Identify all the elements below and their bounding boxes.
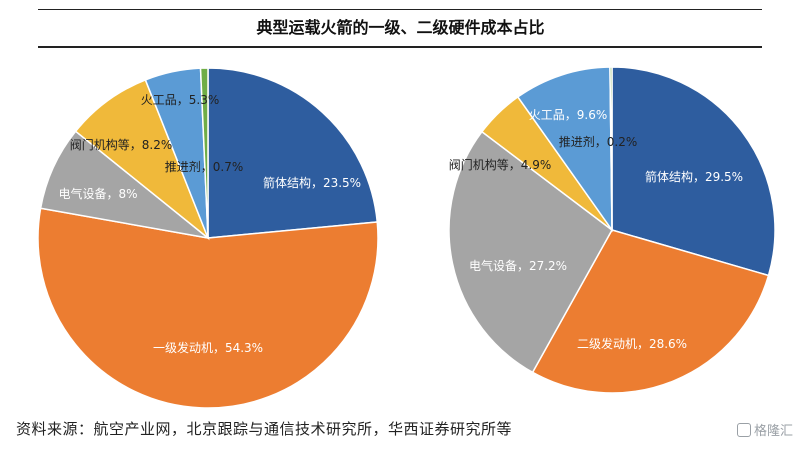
- pie1-slice-1: [207, 67, 379, 239]
- pie1-label-5: 火工品，5.3%: [141, 93, 220, 107]
- pie2-label-1: 箭体结构，29.5%: [645, 169, 743, 184]
- pie2-slice-5: [516, 66, 613, 233]
- watermark-text: 格隆汇: [753, 424, 793, 439]
- pie2-label-5: 火工品，9.6%: [529, 108, 608, 122]
- pie2-label-4: 阀门机构等，4.9%: [449, 157, 552, 172]
- pie1-slice-4: [74, 78, 210, 241]
- watermark-logo-icon: [736, 422, 751, 437]
- pie1-label-6: 推进剂，0.7%: [165, 159, 244, 174]
- pie1-slice-6: [199, 67, 209, 239]
- pie2-slice-1: [611, 66, 776, 277]
- top-rule: [38, 9, 762, 10]
- pie2-slice-6: [609, 66, 613, 231]
- pie1-label-1: 箭体结构，23.5%: [263, 175, 361, 190]
- title-underline: [38, 46, 762, 48]
- pie1-slice-2: [37, 207, 379, 409]
- watermark: 格隆汇: [736, 420, 793, 439]
- pie2-slice-3: [448, 130, 613, 374]
- chart-title: 典型运载火箭的一级、二级硬件成本占比: [256, 18, 545, 37]
- pie2-label-3: 电气设备，27.2%: [469, 258, 567, 273]
- pie2-label-6: 推进剂，0.2%: [559, 134, 638, 149]
- pie2-label-2: 二级发动机，28.6%: [577, 336, 687, 351]
- pie2-slice-2: [531, 229, 770, 394]
- pie1-label-4: 阀门机构等，8.2%: [70, 137, 173, 152]
- pie1-label-3: 电气设备，8%: [58, 186, 137, 201]
- pie1-label-2: 一级发动机，54.3%: [153, 340, 263, 355]
- source-note: 资料来源：航空产业网，北京跟踪与通信技术研究所，华西证券研究所等: [16, 420, 513, 438]
